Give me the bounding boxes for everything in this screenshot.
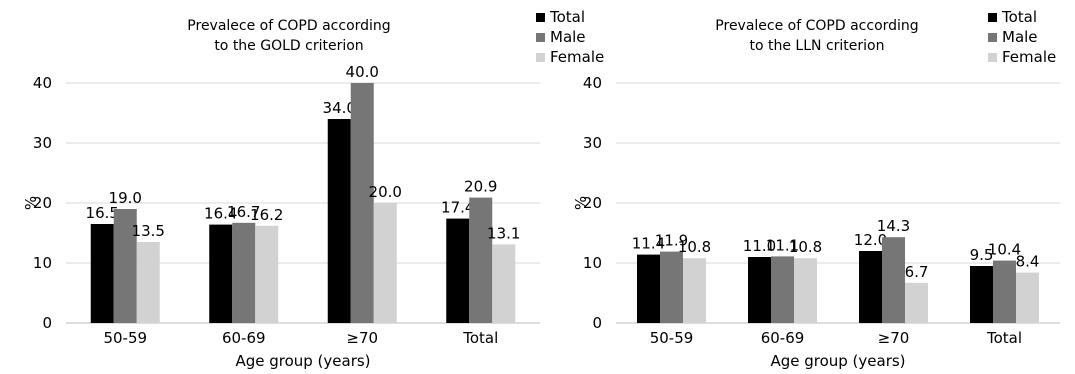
chart-lln-legend-swatch — [988, 53, 997, 62]
chart-lln-bar — [794, 258, 817, 323]
chart-gold-bar — [350, 83, 374, 323]
chart-lln-bar — [748, 257, 771, 323]
chart-lln-data-label: 10.8 — [678, 238, 711, 256]
chart-gold-xlabel: Age group (years) — [235, 352, 370, 370]
chart-lln-ytick-label: 40 — [583, 74, 602, 92]
chart-lln-data-label: 9.5 — [970, 246, 994, 264]
chart-lln-ytick-label: 30 — [583, 134, 602, 152]
chart-lln-category-label: 50-59 — [650, 329, 694, 347]
chart-lln-data-label: 10.8 — [789, 238, 822, 256]
chart-lln-bar — [993, 260, 1016, 323]
chart-lln-bar — [660, 251, 683, 323]
chart-gold-legend-label: Total — [549, 8, 585, 26]
chart-lln-category-label: 60-69 — [761, 329, 805, 347]
chart-gold-data-label: 34.0 — [323, 99, 356, 117]
chart-gold-bar — [373, 203, 397, 323]
chart-lln-data-label: 11.0 — [743, 237, 776, 255]
chart-lln-title-line-1: Prevalece of COPD according — [715, 18, 918, 34]
chart-gold-ylabel: % — [22, 196, 40, 210]
chart-gold-bar — [327, 119, 351, 323]
chart-gold-ytick-label: 40 — [33, 74, 52, 92]
chart-lln-ylabel: % — [572, 196, 590, 210]
chart-gold-data-label: 20.0 — [369, 183, 402, 201]
chart-gold-category-label: 60-69 — [222, 329, 266, 347]
chart-lln-data-label: 10.4 — [988, 241, 1021, 259]
chart-gold-bar — [113, 209, 137, 323]
chart-gold-data-label: 20.9 — [464, 178, 497, 196]
chart-gold-ytick-label: 10 — [33, 254, 52, 272]
chart-lln-category-label: Total — [986, 329, 1022, 347]
chart-lln: Prevalece of COPD according to the LLN c… — [572, 8, 1060, 370]
chart-gold-data-label: 13.5 — [132, 222, 165, 240]
chart-gold-data-label: 13.1 — [487, 224, 520, 242]
chart-gold-legend-label: Female — [550, 48, 604, 66]
chart-gold-data-label: 16.5 — [86, 204, 119, 222]
chart-gold: Prevalece of COPD according to the GOLD … — [22, 8, 604, 370]
chart-lln-data-label: 11.9 — [655, 232, 688, 250]
chart-gold-ytick-label: 20 — [33, 194, 52, 212]
chart-lln-xlabel: Age group (years) — [770, 352, 905, 370]
chart-lln-bar — [683, 258, 706, 323]
chart-lln-bar — [637, 254, 660, 323]
chart-lln-data-label: 11.4 — [632, 235, 665, 253]
chart-gold-legend-swatch — [536, 13, 545, 22]
chart-gold-category-label: ≥70 — [346, 329, 378, 347]
chart-gold-bar — [469, 197, 493, 323]
chart-gold-legend-swatch — [536, 33, 545, 42]
chart-gold-bar — [255, 225, 279, 323]
chart-gold-data-label: 16.2 — [250, 206, 283, 224]
chart-lln-category-label: ≥70 — [878, 329, 910, 347]
chart-gold-category-label: Total — [462, 329, 498, 347]
chart-gold-data-label: 17.4 — [441, 199, 474, 217]
chart-lln-bar — [1016, 272, 1039, 323]
chart-gold-legend-swatch — [536, 53, 545, 62]
chart-gold-bar — [492, 244, 516, 323]
chart-lln-legend-swatch — [988, 33, 997, 42]
chart-lln-data-label: 6.7 — [905, 263, 929, 281]
chart-gold-data-label: 16.4 — [204, 205, 237, 223]
chart-gold-category-label: 50-59 — [103, 329, 147, 347]
chart-gold-bar — [232, 222, 256, 323]
chart-gold-bar — [136, 242, 160, 323]
chart-lln-data-label: 11.1 — [766, 236, 799, 254]
chart-lln-legend-label: Female — [1002, 48, 1056, 66]
chart-lln-bar — [859, 251, 882, 323]
chart-gold-data-label: 16.7 — [227, 203, 260, 221]
chart-lln-title-line-2: to the LLN criterion — [750, 38, 885, 54]
chart-gold-data-label: 40.0 — [346, 63, 379, 81]
chart-lln-data-label: 12.0 — [854, 231, 887, 249]
chart-lln-ytick-label: 10 — [583, 254, 602, 272]
chart-lln-legend-swatch — [988, 13, 997, 22]
chart-lln-bar — [882, 237, 905, 323]
chart-gold-bar — [90, 224, 114, 323]
chart-lln-data-label: 14.3 — [877, 217, 910, 235]
chart-lln-bar — [771, 256, 794, 323]
chart-lln-legend-label: Total — [1001, 8, 1037, 26]
chart-lln-legend-label: Male — [1002, 28, 1038, 46]
chart-gold-ytick-label: 0 — [42, 314, 52, 332]
chart-gold-data-label: 19.0 — [109, 189, 142, 207]
chart-gold-legend-label: Male — [550, 28, 586, 46]
chart-gold-ytick-label: 30 — [33, 134, 52, 152]
chart-gold-bar — [446, 218, 470, 323]
chart-gold-title-line-2: to the GOLD criterion — [214, 38, 363, 54]
chart-lln-data-label: 8.4 — [1016, 253, 1040, 271]
chart-gold-bar — [209, 224, 233, 323]
chart-gold-title-line-1: Prevalece of COPD according — [187, 18, 390, 34]
chart-lln-bar — [970, 266, 993, 323]
chart-lln-ytick-label: 20 — [583, 194, 602, 212]
chart-lln-bar — [905, 282, 928, 323]
chart-lln-ytick-label: 0 — [592, 314, 602, 332]
